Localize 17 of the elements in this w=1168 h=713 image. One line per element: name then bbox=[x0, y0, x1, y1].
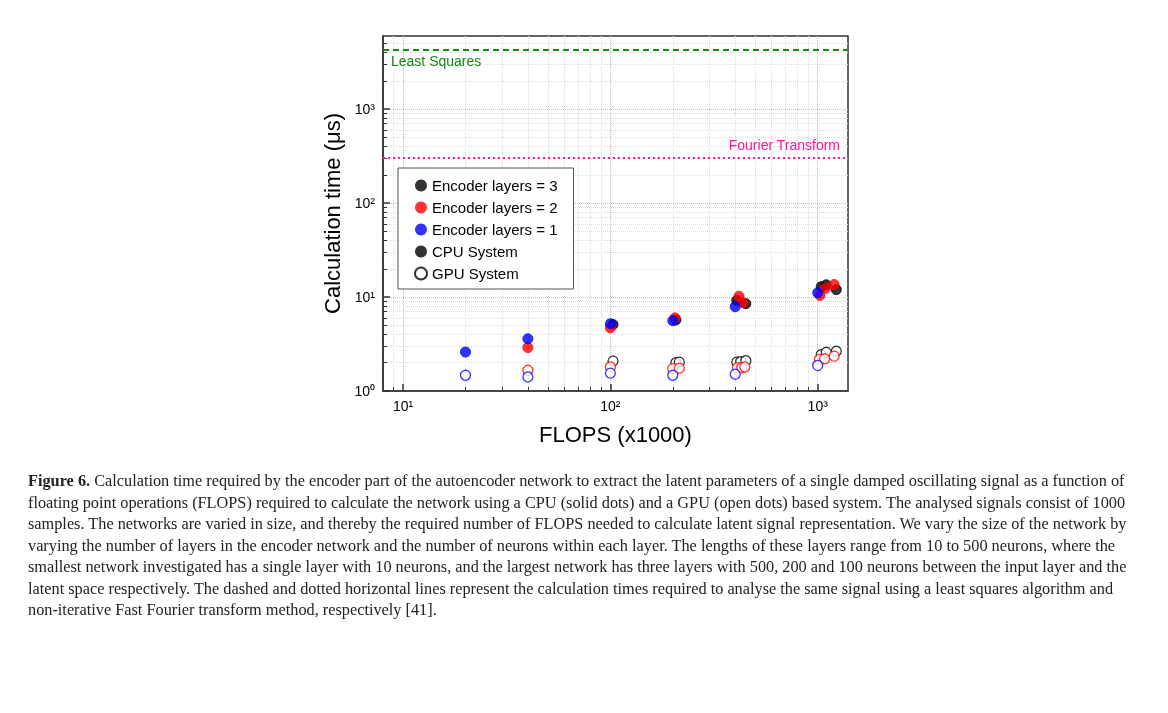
annotation: CPU System bbox=[432, 243, 518, 260]
y-tick-label: 10¹ bbox=[354, 289, 376, 306]
y-axis-title: Calculation time (μs) bbox=[319, 113, 345, 314]
x-axis-title: FLOPS (x1000) bbox=[539, 421, 692, 447]
ref-line-label: Least Squares bbox=[391, 52, 482, 69]
legend-label: Encoder layers = 2 bbox=[432, 199, 558, 216]
x-tick-label: 10³ bbox=[807, 398, 829, 414]
legend-label: Encoder layers = 3 bbox=[432, 177, 558, 194]
y-tick-label: 10⁰ bbox=[354, 383, 375, 399]
caption: Figure 6. Calculation time required by the encoder part of the autoencoder network to extract the latent parameters of a single damped oscillating signal as a function of floating point operations (FLOPS) required to calculate the network using a CPU (solid dots) and a GPU (open dots) based system. The analysed signals consist of 1000 samples. The networks are varied in size, and thereby the required number of FLOPS needed to calculate latent signal representation. We vary the size of the network by varying the number of layers in the encoder network and the number of neurons within each layer. The lengths of these layers range from 10 to 500 neurons, where the smallest network investigated has a single layer with 10 neurons, and the largest network has three layers with 500, 200 and 100 neurons between the input layer and the latent space respectively. The dashed and dotted horizontal lines represent the calculation times required to analyse the same signal using a least squares algorithm and non-iterative Fast Fourier transform method, respectively [41]. bbox=[28, 470, 1128, 621]
y-tick-label: 10² bbox=[354, 195, 376, 212]
y-tick-label: 10³ bbox=[354, 101, 376, 118]
ref-line-label: Fourier Transform bbox=[728, 137, 840, 154]
legend-label: Encoder layers = 1 bbox=[432, 221, 558, 238]
annotation: GPU System bbox=[432, 265, 519, 282]
x-tick-label: 10² bbox=[600, 398, 621, 414]
x-tick-label: 10¹ bbox=[392, 398, 414, 414]
